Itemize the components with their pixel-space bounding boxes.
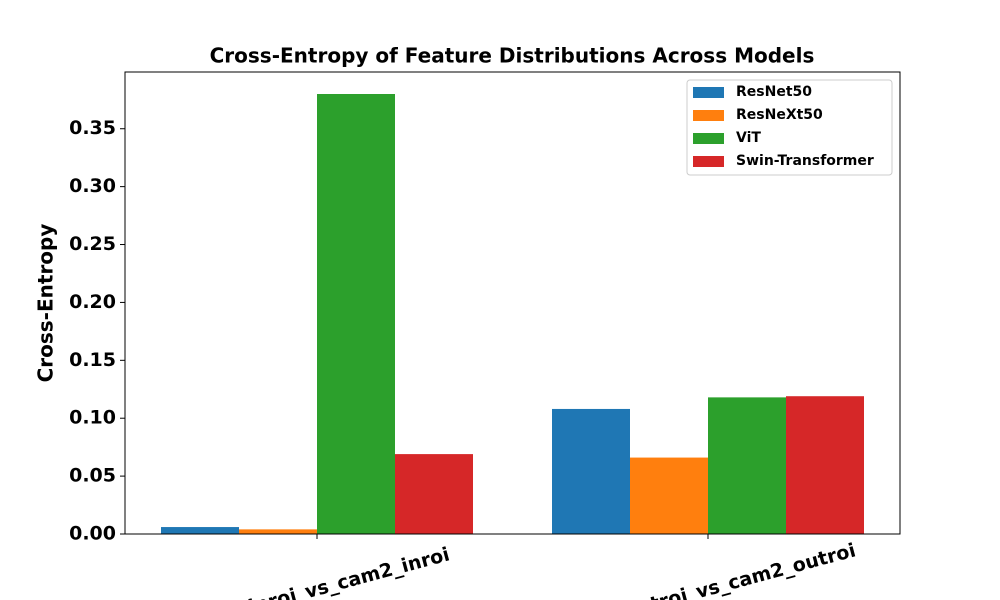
- legend-label: ViT: [736, 130, 761, 146]
- y-tick-label: 0.35: [69, 117, 116, 139]
- legend-swatch: [693, 87, 724, 98]
- y-tick-label: 0.00: [69, 523, 116, 545]
- bar: [708, 397, 786, 534]
- legend-label: Swin-Transformer: [736, 153, 874, 169]
- y-tick-label: 0.10: [69, 407, 116, 429]
- legend: ResNet50 ResNeXt50 ViT Swin-Transformer: [686, 79, 893, 176]
- chart-title: Cross-Entropy of Feature Distributions A…: [210, 44, 815, 68]
- legend-label: ResNet50: [736, 84, 812, 100]
- legend-swatch: [693, 156, 724, 167]
- legend-box: [686, 79, 893, 176]
- y-tick-label: 0.25: [69, 233, 116, 255]
- bar: [317, 94, 395, 534]
- x-tick-label: cam1_inroi_vs_cam2_inroi: [182, 543, 452, 600]
- y-tick-label: 0.15: [69, 349, 116, 371]
- bar: [161, 527, 239, 534]
- bar: [239, 529, 317, 534]
- y-axis-label: Cross-Entropy: [34, 224, 58, 383]
- legend-swatch: [693, 133, 724, 144]
- x-tick-label: cam1_outroi_vs_cam2_outroi: [558, 539, 858, 600]
- bar: [630, 457, 708, 534]
- bar: [786, 396, 864, 534]
- y-tick-label: 0.20: [69, 291, 116, 313]
- bar: [395, 454, 473, 534]
- bar: [552, 408, 630, 534]
- plot-frame: [124, 71, 901, 535]
- legend-label: ResNeXt50: [736, 107, 823, 123]
- legend-swatch: [693, 110, 724, 121]
- y-tick-label: 0.30: [69, 175, 116, 197]
- y-tick-label: 0.05: [69, 465, 116, 487]
